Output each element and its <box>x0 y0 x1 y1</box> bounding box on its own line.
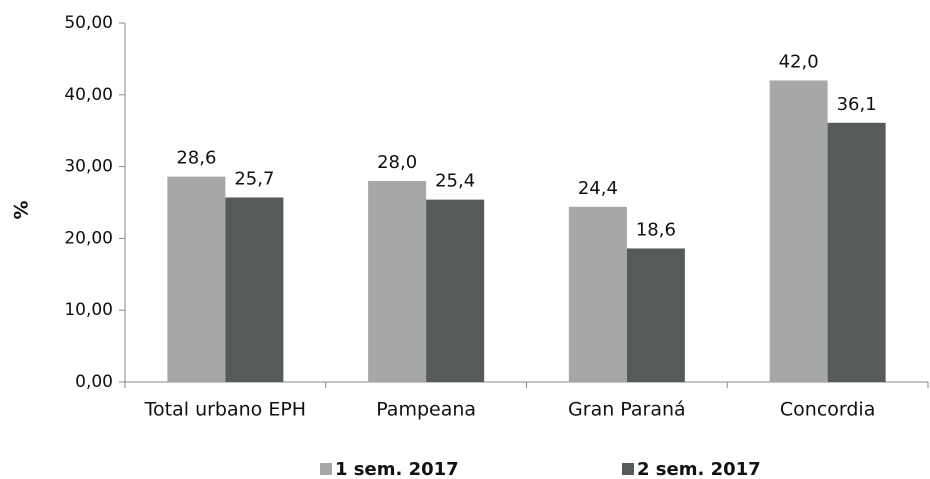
data-label: 25,4 <box>435 171 475 192</box>
y-tick-label: 30,00 <box>64 157 113 177</box>
data-label: 25,7 <box>234 168 274 189</box>
x-tick-label: Pampeana <box>376 399 476 421</box>
x-tick-label: Gran Paraná <box>568 399 686 421</box>
y-tick-label: 0,00 <box>75 372 113 392</box>
legend-swatch <box>320 463 332 475</box>
bar <box>568 206 627 382</box>
y-tick-label: 50,00 <box>64 13 113 33</box>
data-label: 28,6 <box>176 148 216 169</box>
legend-swatch <box>622 463 634 475</box>
legend-label: 1 sem. 2017 <box>335 459 459 479</box>
x-tick-label: Concordia <box>780 399 875 421</box>
bar <box>167 176 226 382</box>
data-label: 28,0 <box>377 152 417 173</box>
y-tick-label: 40,00 <box>64 85 113 105</box>
data-label: 24,4 <box>578 178 618 199</box>
bar <box>225 197 284 382</box>
data-label: 18,6 <box>636 219 676 240</box>
bar <box>827 122 886 382</box>
bar <box>769 80 828 382</box>
legend-label: 2 sem. 2017 <box>637 459 761 479</box>
bar <box>626 248 685 382</box>
x-tick-label: Total urbano EPH <box>144 399 306 421</box>
data-label: 36,1 <box>837 94 877 115</box>
y-tick-label: 20,00 <box>64 228 113 248</box>
y-tick-label: 10,00 <box>64 300 113 320</box>
bar <box>368 180 427 382</box>
y-axis-label: % <box>11 200 33 219</box>
bar <box>426 199 485 382</box>
data-label: 42,0 <box>779 51 819 72</box>
